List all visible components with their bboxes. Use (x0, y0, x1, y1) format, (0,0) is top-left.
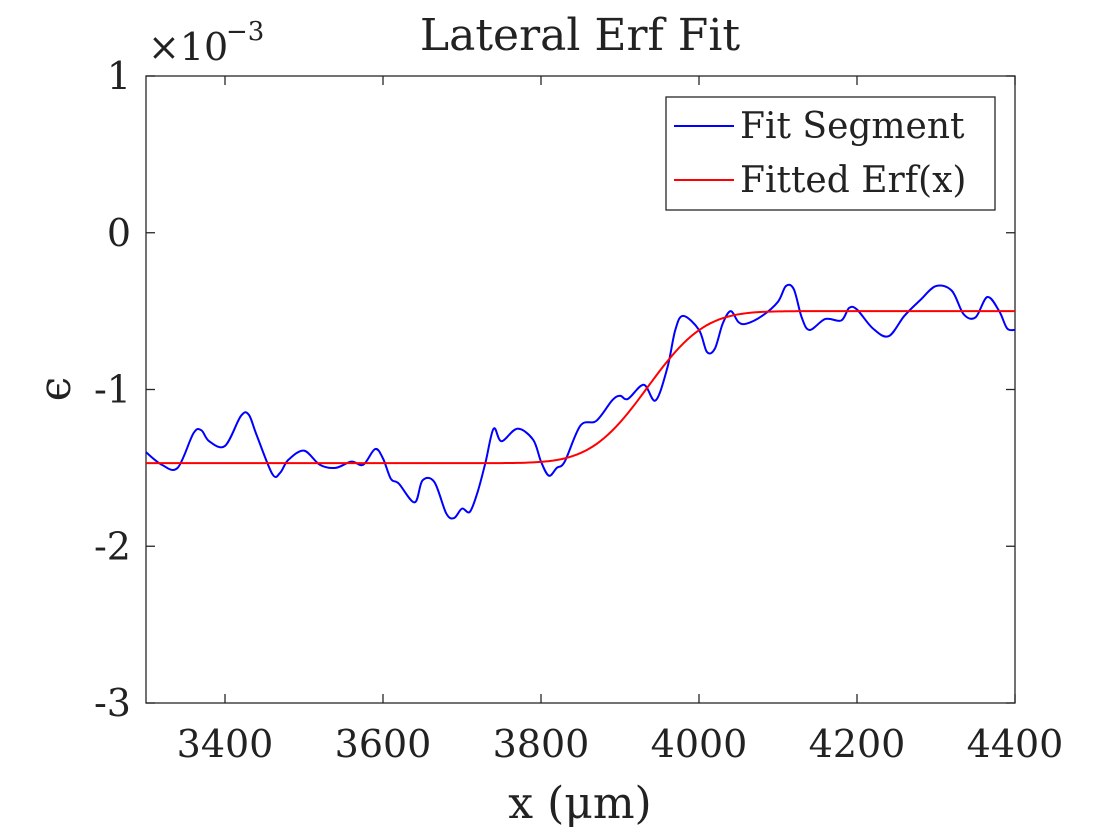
y-tick-label: 0 (107, 211, 131, 255)
x-axis-label: x (μm) (508, 778, 651, 829)
series-line-fitted-erf (146, 310, 1015, 465)
series-line-fit-segment (146, 283, 1015, 520)
y-tick-label: -3 (94, 681, 131, 725)
exponent-power: −3 (226, 17, 264, 47)
x-tick-label: 4400 (967, 722, 1064, 766)
chart-title: Lateral Erf Fit (420, 10, 741, 61)
x-tick-label: 3800 (493, 722, 590, 766)
x-tick-label: 4200 (809, 722, 906, 766)
y-tick-label: 1 (107, 54, 131, 98)
exponent-base: ×10 (148, 25, 228, 69)
data-lines (146, 283, 1015, 520)
y-tick-label: -1 (94, 368, 131, 412)
y-tick-label: -2 (94, 524, 131, 568)
x-tick-label: 3600 (335, 722, 432, 766)
x-tick-label: 4000 (651, 722, 748, 766)
legend-label-fitted-erf: Fitted Erf(x) (740, 160, 966, 201)
x-axis-ticks: 3400 3600 3800 4000 4200 4400 (177, 76, 1064, 766)
legend: Fit Segment Fitted Erf(x) (665, 96, 996, 211)
legend-label-fit-segment: Fit Segment (740, 106, 965, 147)
y-axis-ticks: 1 0 -1 -2 -3 (94, 54, 1015, 725)
legend-box (665, 96, 996, 211)
x-tick-label: 3400 (177, 722, 274, 766)
axis-exponent: ×10 −3 (148, 17, 264, 69)
y-axis-label: ϵ (30, 377, 81, 402)
